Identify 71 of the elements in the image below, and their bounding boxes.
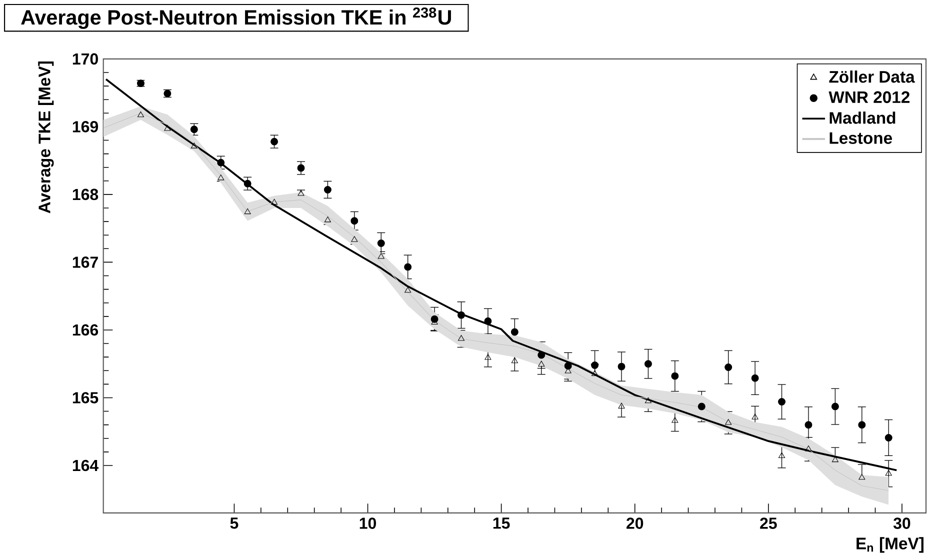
point	[351, 236, 358, 242]
point	[244, 180, 252, 188]
point	[725, 419, 732, 425]
point	[752, 414, 758, 420]
point	[218, 174, 224, 180]
x-tick-label: 20	[626, 518, 644, 529]
point	[805, 445, 812, 452]
legend-label: WNR 2012	[828, 91, 910, 104]
point	[644, 397, 652, 404]
point	[484, 317, 492, 325]
point	[324, 186, 332, 194]
point	[298, 190, 304, 196]
y-tick-label: 165	[72, 392, 98, 404]
point	[671, 372, 679, 380]
point	[884, 434, 892, 442]
y-tick-label: 169	[72, 121, 98, 132]
y-tick-label: 168	[72, 188, 98, 200]
y-tick-label: 164	[72, 460, 99, 472]
legend-label: Lestone	[830, 132, 892, 144]
point	[458, 311, 465, 319]
point	[404, 263, 412, 271]
y-axis-title: Average TKE [MeV]	[38, 61, 54, 214]
x-tick-label: 10	[360, 518, 376, 529]
x-tick-label: 5	[230, 518, 238, 529]
point	[137, 111, 144, 118]
point	[404, 286, 412, 293]
point	[538, 351, 546, 359]
point	[190, 126, 198, 134]
point	[377, 240, 385, 247]
x-tick-label: 25	[760, 518, 777, 529]
x-tick-label: 30	[893, 518, 910, 529]
point	[271, 198, 278, 205]
point	[698, 402, 706, 410]
point	[458, 335, 465, 341]
legend-label: Zöller Data	[829, 70, 915, 83]
point	[592, 370, 598, 376]
point	[831, 402, 839, 410]
point	[858, 421, 866, 429]
point	[778, 452, 786, 458]
y-tick-label: 170	[72, 53, 98, 65]
point	[724, 364, 732, 371]
x-axis-title: E$_{n}$ [MeV]	[856, 537, 924, 553]
point	[244, 208, 251, 214]
point	[217, 158, 225, 166]
point	[644, 360, 652, 368]
point	[591, 361, 599, 369]
point	[297, 164, 305, 172]
point	[510, 328, 518, 336]
point	[164, 124, 171, 131]
point	[672, 417, 678, 423]
point	[804, 421, 812, 429]
y-tick-label: 166	[72, 324, 98, 336]
x-tick-label: 15	[493, 518, 510, 529]
chart-title: Average Post-Neutron Emission TKE in $^{238}$U	[21, 7, 451, 29]
point	[885, 470, 892, 476]
y-tick-label: 167	[72, 256, 98, 268]
point	[484, 354, 492, 360]
point	[751, 374, 759, 382]
legend-label: Madland	[830, 112, 896, 124]
point	[350, 217, 358, 225]
point	[618, 362, 626, 370]
point	[858, 474, 866, 480]
point	[778, 398, 786, 406]
point	[538, 360, 545, 367]
point	[270, 138, 278, 146]
point	[618, 402, 625, 409]
point	[564, 362, 572, 370]
point	[190, 142, 198, 148]
point	[511, 357, 518, 364]
point	[324, 216, 331, 222]
point	[430, 315, 438, 323]
